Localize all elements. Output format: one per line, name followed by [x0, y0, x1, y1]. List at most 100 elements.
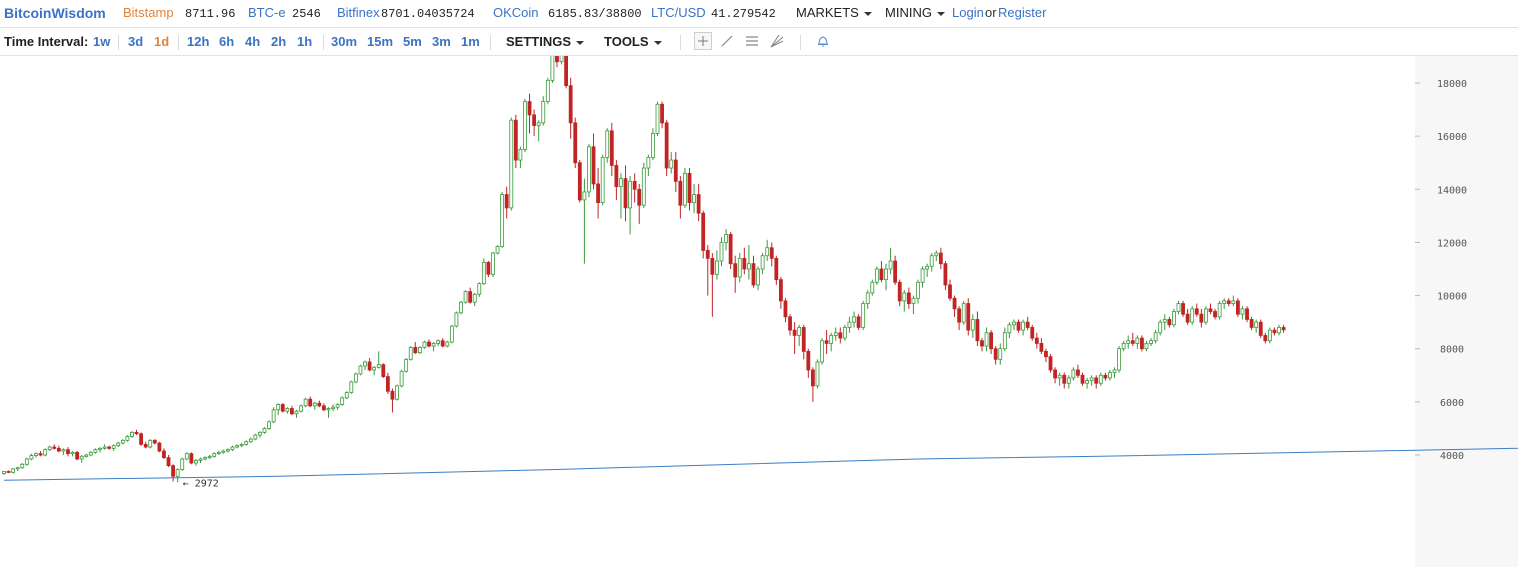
market-bitfinex[interactable]: Bitfinex — [337, 5, 380, 20]
candle-body-down — [1044, 350, 1048, 358]
candle — [52, 444, 57, 450]
candle-body-down — [678, 180, 683, 206]
candle — [459, 300, 463, 315]
candle — [427, 339, 431, 348]
candle — [952, 295, 957, 317]
candle-body-down — [577, 162, 582, 201]
interval-15m[interactable]: 15m — [367, 34, 394, 49]
candle-body-down — [38, 453, 43, 456]
fan-tool-button[interactable] — [769, 33, 785, 54]
candle-body-down — [938, 252, 943, 265]
candle-body-up — [1158, 321, 1163, 334]
candle-body-down — [107, 446, 112, 449]
candle-body-up — [294, 410, 299, 415]
candle-body-down — [532, 114, 537, 126]
candle — [1263, 332, 1268, 344]
candle-body-down — [824, 340, 829, 344]
candle-body-down — [486, 261, 491, 275]
candle-body-up — [737, 257, 742, 278]
market-bitstamp[interactable]: Bitstamp — [123, 5, 174, 20]
candle — [975, 311, 980, 347]
candle-body-up — [376, 364, 381, 368]
interval-1d[interactable]: 1d — [154, 34, 170, 49]
candle-body-down — [134, 432, 139, 435]
candle-body-up — [550, 56, 555, 81]
candle-body-down — [66, 449, 70, 455]
candle-body-up — [93, 449, 98, 453]
alert-button[interactable] — [815, 33, 831, 54]
candle-body-down — [390, 390, 395, 400]
price-axis-panel — [1415, 56, 1518, 567]
interval-3m[interactable]: 3m — [432, 34, 451, 49]
candle-body-up — [180, 458, 185, 471]
candlestick-chart[interactable]: 4000 6000 8000 10000 12000 14000 16000 18000 ← … — [0, 56, 1518, 567]
interval-12h[interactable]: 12h — [187, 34, 210, 49]
interval-6h[interactable]: 6h — [219, 34, 235, 49]
interval-1w[interactable]: 1w — [93, 34, 111, 49]
interval-4h[interactable]: 4h — [245, 34, 261, 49]
candle-body-down — [856, 316, 861, 328]
market-btce-price: 2546 — [292, 7, 321, 21]
candle — [842, 324, 847, 341]
candle — [980, 338, 984, 352]
settings-menu[interactable]: SETTINGS — [506, 34, 585, 50]
interval-1m[interactable]: 1m — [461, 34, 480, 49]
candle — [303, 397, 308, 408]
candle-body-up — [267, 421, 271, 429]
candle-body-down — [779, 279, 783, 302]
candle — [1025, 316, 1030, 331]
candle-body-up — [1126, 340, 1131, 344]
interval-30m[interactable]: 30m — [331, 34, 358, 49]
tools-menu[interactable]: TOOLS — [604, 34, 662, 50]
candle-body-up — [1153, 332, 1158, 342]
candle-body-up — [902, 292, 907, 302]
price-chart[interactable]: 4000 6000 8000 10000 12000 14000 16000 18000 ← … — [0, 56, 1518, 567]
interval-3d[interactable]: 3d — [128, 34, 144, 49]
crosshair-tool-button[interactable] — [694, 32, 712, 50]
line-tool-button[interactable] — [719, 33, 735, 54]
brand-logo[interactable]: BitcoinWisdom — [4, 5, 106, 21]
candle-body-down — [413, 346, 418, 354]
market-btce[interactable]: BTC-e — [248, 5, 286, 20]
candle-body-down — [1080, 374, 1085, 384]
market-ltcusd[interactable]: LTC/USD — [651, 5, 706, 20]
interval-2h[interactable]: 2h — [271, 34, 287, 49]
markets-menu[interactable]: MARKETS — [796, 4, 872, 22]
candle-body-up — [842, 327, 847, 339]
interval-5m[interactable]: 5m — [403, 34, 422, 49]
candle-body-up — [998, 348, 1003, 360]
candle-body-down — [660, 103, 664, 124]
market-okcoin[interactable]: OKCoin — [493, 5, 539, 20]
candle — [207, 455, 212, 459]
candle — [737, 253, 742, 283]
register-link[interactable]: Register — [998, 5, 1047, 20]
candle — [1057, 372, 1062, 386]
candle-body-up — [911, 297, 916, 304]
candle — [70, 451, 75, 457]
candle — [1130, 332, 1135, 347]
candle — [1153, 330, 1158, 344]
mining-menu[interactable]: MINING — [885, 4, 945, 22]
candle — [1181, 300, 1185, 317]
candle — [1249, 316, 1254, 331]
y-axis: 4000 6000 8000 10000 12000 14000 16000 18000 — [1415, 79, 1467, 462]
fib-tool-button[interactable] — [744, 33, 760, 54]
candle-body-down — [664, 122, 669, 169]
candle — [280, 403, 285, 413]
candle-body-down — [1199, 313, 1204, 323]
candle-body-up — [495, 246, 500, 254]
candle — [587, 144, 591, 198]
candle — [1016, 319, 1021, 333]
candle-body-down — [769, 247, 774, 259]
login-link[interactable]: Login — [952, 5, 984, 20]
interval-1h[interactable]: 1h — [297, 34, 313, 49]
candle-body-up — [216, 451, 221, 455]
candle-body-down — [733, 263, 738, 278]
low-annotation: ← 2972 — [183, 478, 219, 489]
candle — [120, 439, 125, 445]
candle — [372, 365, 377, 376]
candle — [267, 420, 271, 430]
candle — [1194, 303, 1199, 317]
candle-body-up — [719, 242, 724, 262]
candle-body-down — [1140, 337, 1144, 350]
